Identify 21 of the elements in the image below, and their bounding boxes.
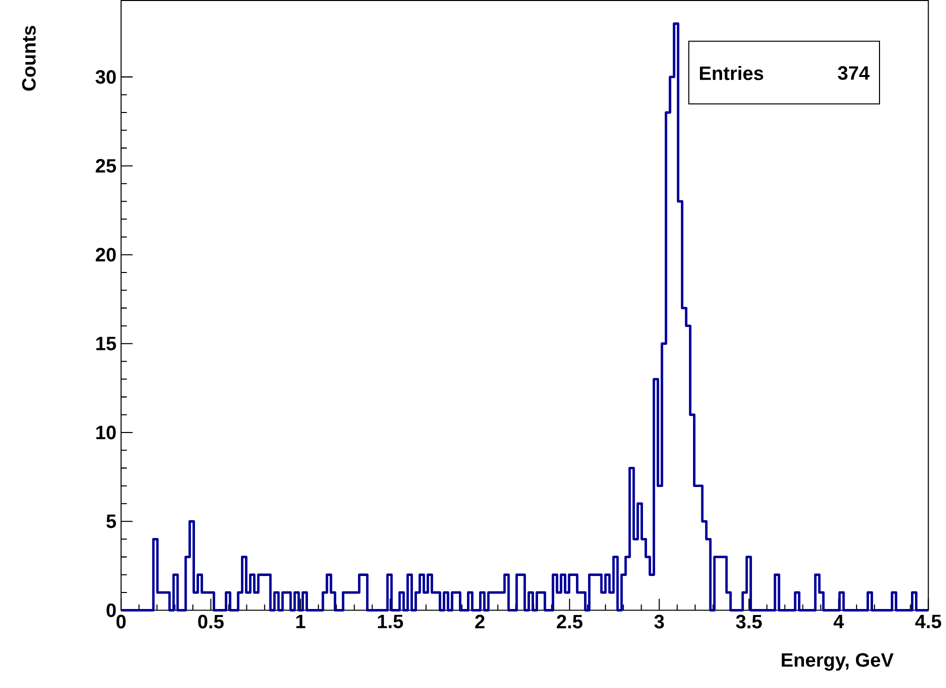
x-tick-label: 2 (475, 615, 484, 628)
x-tick-label: 2.5 (556, 615, 582, 629)
y-tick-label: 30 (96, 70, 116, 84)
y-tick-label: 10 (96, 426, 116, 440)
x-tick-label: 0.5 (198, 615, 224, 629)
y-tick-label: 5 (106, 514, 116, 528)
y-tick-label: 25 (96, 159, 116, 173)
x-tick-label: 1.5 (378, 615, 404, 628)
x-tick-label: 4 (834, 615, 844, 628)
y-tick-label: 15 (96, 337, 116, 351)
x-tick-label: 3.5 (736, 615, 762, 629)
annotation: 374 (838, 66, 870, 80)
x-tick-label: 0 (116, 615, 126, 629)
x-axis-title: Energy, GeV (782, 653, 894, 671)
x-tick-label: 4.5 (915, 615, 942, 628)
x-tick-label: 1 (296, 615, 306, 628)
y-tick-label: 0 (106, 604, 116, 618)
y-tick-label: 20 (96, 248, 116, 262)
y-axis-title: Counts (22, 26, 36, 91)
annotation: Entries (700, 66, 764, 80)
x-tick-label: 3 (654, 615, 664, 629)
